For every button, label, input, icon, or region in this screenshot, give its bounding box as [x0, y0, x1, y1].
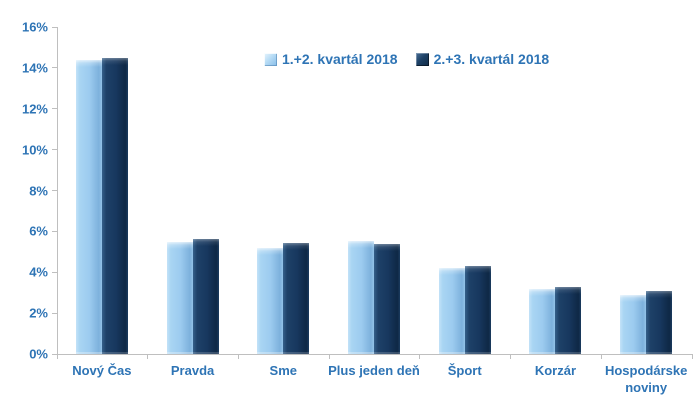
x-axis-tickmark	[237, 354, 239, 359]
y-axis-tickmark	[51, 190, 57, 191]
x-axis-tickmark	[147, 354, 149, 359]
category-label-1: Nový Čas	[72, 363, 132, 378]
y-axis-tickmark	[51, 271, 57, 273]
y-axis-tick-label: 6%	[29, 223, 48, 239]
x-axis-tickmark	[600, 354, 602, 359]
y-axis-tick-label: 0%	[29, 346, 48, 362]
y-axis-tick-label: 12%	[21, 101, 48, 117]
series-1-label: 1.+2. kvartál 2018	[282, 51, 398, 67]
bar-series-1-cat-6	[529, 288, 556, 354]
bar-series-2-cat-1	[101, 57, 128, 354]
y-axis-tickmark	[51, 108, 57, 110]
legend: 1.+2. kvartál 2018 2.+3. kvartál 2018	[264, 51, 549, 67]
y-axis-tick-label: 4%	[29, 264, 48, 280]
category-label-4: Plus jeden deň	[328, 363, 420, 378]
legend-item-q2q3: 2.+3. kvartál 2018	[415, 51, 550, 67]
category-label-7: Hospodárske noviny	[604, 363, 688, 395]
x-axis-line	[56, 354, 693, 355]
y-axis-tick-label: 2%	[29, 305, 48, 321]
y-axis-tickmark	[51, 353, 57, 355]
bar-series-1-cat-7	[620, 294, 647, 354]
series-2-swatch-icon	[415, 52, 429, 66]
category-label-5: Šport	[447, 363, 482, 378]
y-axis-line	[56, 27, 58, 354]
series-2-label: 2.+3. kvartál 2018	[433, 51, 550, 67]
category-label-6: Korzár	[534, 363, 577, 378]
bar-series-2-cat-7	[646, 290, 673, 354]
bar-series-2-cat-3	[283, 242, 310, 354]
bar-series-2-cat-4	[374, 243, 400, 354]
y-axis-tick-label: 8%	[29, 183, 48, 198]
y-axis-tickmark	[51, 230, 57, 232]
y-axis-tick-label: 10%	[21, 142, 48, 158]
bar-series-2-cat-5	[464, 266, 491, 354]
bar-series-1-cat-4	[348, 240, 374, 354]
x-axis-tickmark	[56, 354, 58, 359]
y-axis-tickmark	[51, 67, 57, 69]
y-axis-tick-label: 16%	[21, 19, 48, 35]
bar-series-2-cat-2	[192, 238, 219, 354]
y-axis-tick-label: 14%	[21, 60, 48, 76]
y-axis-tickmark	[51, 149, 57, 151]
bar-series-1-cat-1	[75, 59, 102, 354]
x-axis-tickmark	[328, 354, 330, 359]
category-label-2: Pravda	[170, 363, 215, 378]
category-label-3: Sme	[269, 363, 298, 378]
legend-item-q1q2: 1.+2. kvartál 2018	[264, 51, 398, 67]
y-axis-tickmark	[51, 26, 57, 28]
x-axis-tickmark	[691, 354, 693, 359]
bar-series-2-cat-6	[555, 286, 582, 354]
x-axis-tickmark	[419, 354, 421, 359]
x-axis-tickmark	[510, 354, 512, 359]
y-axis-tickmark	[51, 312, 57, 314]
bar-series-1-cat-2	[166, 241, 193, 354]
bar-series-1-cat-3	[257, 247, 284, 354]
series-1-swatch-icon	[264, 52, 277, 66]
bar-series-1-cat-5	[438, 268, 465, 354]
